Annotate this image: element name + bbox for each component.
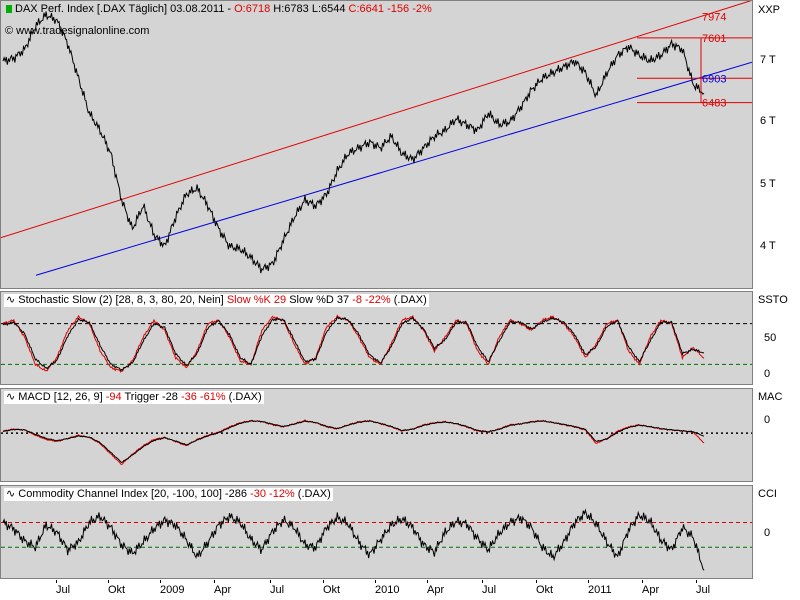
cci-tick-0: 0 (764, 527, 771, 539)
stochastic-legend-d: Slow %D 37 (289, 294, 350, 306)
stochastic-axis: SSTO 50 0 (754, 291, 800, 385)
price-title: DAX Perf. Index [.DAX Täglich] 03.08.201… (15, 3, 225, 15)
x-tick-mark (270, 580, 271, 583)
macd-panel[interactable]: ∿ MACD [12, 26, 9] -94 Trigger -28 -36 -… (0, 388, 753, 482)
x-tick-label: Jul (696, 584, 711, 596)
x-tick-mark (214, 580, 215, 583)
x-tick-label: Okt (536, 584, 554, 596)
price-level-label: 6483 (702, 98, 726, 110)
macd-tick-0: 0 (764, 414, 771, 426)
cci-chart (1, 508, 752, 571)
cci-panel[interactable]: ∿ Commodity Channel Index [20, -100, 100… (0, 485, 753, 579)
macd-legend-change: -36 -61% (180, 391, 226, 403)
stochastic-legend-change: -8 -22% (352, 294, 391, 306)
x-tick-mark (427, 580, 428, 583)
x-tick-label: Jul (270, 584, 285, 596)
price-chart: 7974 7601 6903 6483 (1, 1, 752, 276)
indicator-series-line (2, 314, 705, 373)
macd-legend-symbol: (.DAX) (228, 391, 262, 403)
cci-legend-value: -286 (224, 488, 248, 500)
stochastic-chart (1, 314, 752, 373)
stochastic-header: ∿ Stochastic Slow (2) [28, 8, 3, 80, 20,… (4, 294, 429, 307)
x-tick-label: 2011 (588, 584, 612, 596)
indicator-series-line (2, 420, 705, 463)
stochastic-tick-50: 50 (764, 332, 777, 344)
x-tick-label: Okt (108, 584, 126, 596)
price-high: H:6783 (273, 3, 309, 15)
indicator-series-line (2, 419, 705, 465)
price-tick-label: 6 T (760, 115, 776, 127)
cci-params: [20, -100, 100] (150, 488, 222, 500)
price-panel[interactable]: 7974 7601 6903 6483 DAX Perf. Index [.DAX T… (0, 0, 753, 289)
price-flag-icon (6, 5, 12, 14)
cci-axis-label: CCI (758, 488, 777, 500)
macd-axis-label: MAC (758, 391, 783, 403)
cci-title: Commodity Channel Index (18, 488, 148, 500)
watermark: © www.tradesignalonline.com (5, 25, 149, 37)
x-tick-label: Apr (214, 584, 232, 596)
macd-axis: MAC 0 (754, 388, 800, 482)
price-level-label: 7601 (702, 33, 726, 45)
x-tick-mark (160, 580, 161, 583)
cci-legend-change: -30 -12% (250, 488, 295, 500)
x-tick-mark (696, 580, 697, 583)
price-header: DAX Perf. Index [.DAX Täglich] 03.08.201… (4, 3, 434, 16)
indicator-series-line (2, 508, 705, 571)
price-open: O:6718 (234, 3, 271, 15)
macd-header: ∿ MACD [12, 26, 9] -94 Trigger -28 -36 -… (4, 391, 264, 404)
macd-legend-trigger: Trigger -28 (124, 391, 178, 403)
watermark-text: www.tradesignalonline.com (16, 25, 150, 37)
macd-title: MACD (18, 391, 51, 403)
price-series-line (2, 11, 705, 274)
x-axis: Jul Okt 2009 Apr Jul Okt 2010 Apr Jul Okt 2011 Apr J… (0, 580, 753, 600)
x-tick-label: Apr (642, 584, 660, 596)
price-close: C:6641 (348, 3, 385, 15)
x-tick-mark (642, 580, 643, 583)
x-tick-label: Okt (323, 584, 341, 596)
channel-top-line (1, 1, 752, 239)
macd-chart (1, 419, 752, 465)
x-tick-label: Jul (56, 584, 71, 596)
copyright-icon: © (5, 25, 14, 37)
price-sep: - (227, 3, 232, 15)
price-level-label: 7974 (702, 11, 726, 23)
x-tick-mark (108, 580, 109, 583)
price-change-pct: -2% (412, 3, 432, 15)
cci-legend-symbol: (.DAX) (297, 488, 331, 500)
channel-bottom-line (35, 61, 752, 276)
x-tick-mark (536, 580, 537, 583)
x-tick-mark (588, 580, 589, 583)
stochastic-axis-label: SSTO (758, 294, 788, 306)
price-axis-label: XXP (758, 4, 781, 16)
x-tick-label: 2009 (160, 584, 185, 596)
x-tick-label: Jul (482, 584, 497, 596)
x-tick-mark (56, 580, 57, 583)
x-tick-mark (323, 580, 324, 583)
x-tick-mark (375, 580, 376, 583)
x-tick-label: 2010 (375, 584, 400, 596)
stochastic-panel[interactable]: ∿ Stochastic Slow (2) [28, 8, 3, 80, 20,… (0, 291, 753, 385)
stochastic-tick-0: 0 (764, 368, 771, 380)
price-level-label: 6903 (702, 73, 726, 85)
price-change: -156 (387, 3, 410, 15)
macd-legend-value: -94 (105, 391, 122, 403)
stochastic-legend-symbol: (.DAX) (393, 294, 427, 306)
wave-icon: ∿ (6, 294, 16, 306)
price-axis: XXP 7 T 6 T 5 T 4 T (754, 0, 800, 289)
cci-header: ∿ Commodity Channel Index [20, -100, 100… (4, 488, 333, 501)
stochastic-title: Stochastic Slow (18, 294, 96, 306)
macd-params: [12, 26, 9] (53, 391, 103, 403)
wave-icon: ∿ (6, 391, 16, 403)
price-tick-label: 5 T (760, 178, 776, 190)
x-tick-label: Apr (427, 584, 445, 596)
price-tick-label: 7 T (760, 54, 776, 66)
stochastic-legend-k: Slow %K 29 (226, 294, 287, 306)
stochastic-params: (2) [28, 8, 3, 80, 20, Nein] (99, 294, 224, 306)
price-low: L:6544 (311, 3, 346, 15)
cci-axis: CCI 0 (754, 485, 800, 579)
x-tick-mark (482, 580, 483, 583)
wave-icon: ∿ (6, 488, 16, 500)
indicator-series-line (2, 315, 705, 372)
price-tick-label: 4 T (760, 240, 776, 252)
